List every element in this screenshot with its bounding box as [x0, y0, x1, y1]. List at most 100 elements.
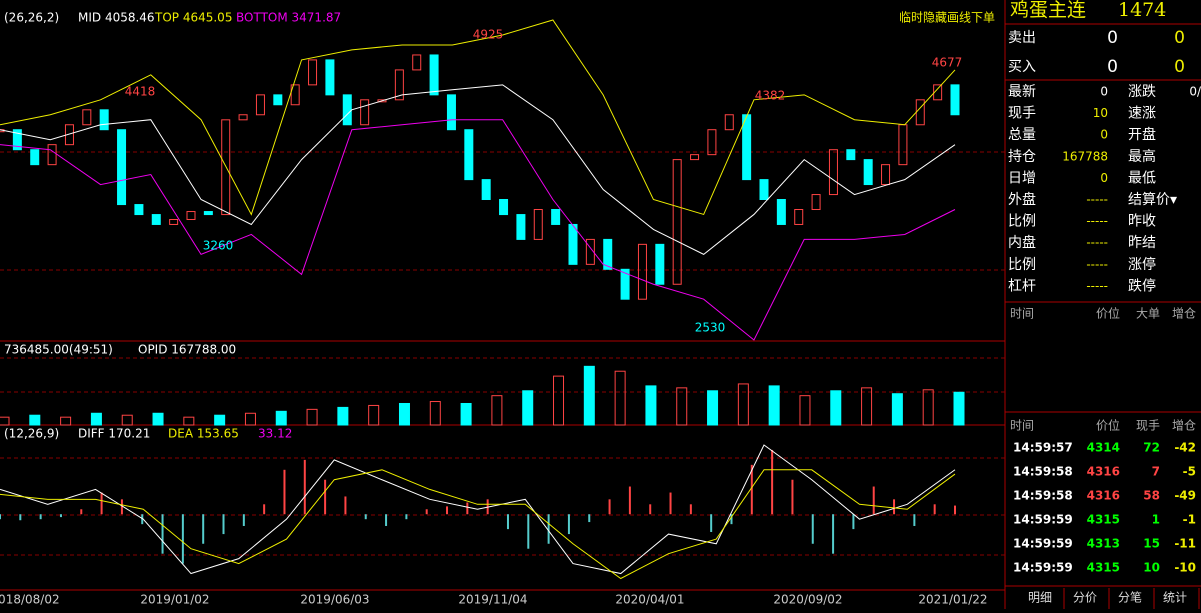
candle [203, 211, 213, 216]
volume-bar [614, 370, 626, 426]
tab[interactable]: 统计 [1163, 591, 1187, 605]
stat-value: 0/ [1189, 85, 1201, 99]
tab[interactable]: 明细 [1028, 591, 1052, 605]
tick-cell: -1 [1183, 513, 1196, 527]
stat-label: 涨停 [1128, 256, 1156, 273]
volume-bar [768, 385, 780, 426]
candle [134, 204, 144, 216]
macd-bar [263, 504, 266, 515]
list-header: 价位 [1096, 418, 1120, 433]
opid-label: OPID 167788.00 [138, 343, 236, 357]
macd-bar [893, 499, 896, 515]
candle [499, 199, 509, 216]
stat-label: 跌停 [1128, 277, 1156, 294]
book-volume: 0 [1174, 28, 1185, 48]
tick-cell: 14:59:59 [1013, 561, 1073, 575]
stat-label: 外盘 [1008, 191, 1036, 208]
macd-bar [141, 514, 144, 525]
candle [394, 69, 404, 101]
candle [99, 109, 109, 131]
tick-cell: 1 [1152, 513, 1160, 527]
stat-label: 昨收 [1128, 214, 1156, 230]
tick-cell: 14:59:58 [1013, 489, 1073, 503]
stat-label: 总量 [1008, 127, 1036, 143]
volume-bar [337, 406, 349, 426]
dea-label: DEA 153.65 [168, 427, 239, 441]
macd-bar [80, 509, 83, 515]
list-header: 现手 [1136, 419, 1160, 433]
volume-bar [799, 395, 811, 426]
stat-label: 结算价▾ [1128, 192, 1177, 208]
candle [481, 179, 491, 201]
diff-line [0, 444, 956, 575]
volume-bar [90, 412, 102, 426]
stat-value: ----- [1086, 236, 1108, 250]
candle [759, 179, 769, 201]
tick-cell: -11 [1174, 537, 1196, 551]
candle [568, 223, 578, 265]
candle [429, 54, 439, 96]
stat-label: 现手 [1008, 106, 1036, 122]
tick-cell: 14:59:59 [1013, 513, 1073, 527]
candle [169, 219, 179, 225]
list-header: 时间 [1010, 307, 1034, 321]
candle [811, 194, 821, 211]
volume-bar [891, 393, 903, 426]
bottom-band [0, 119, 956, 341]
macd-bar [202, 514, 205, 544]
tick-cell: 4315 [1087, 561, 1120, 575]
volume-bar [398, 402, 410, 426]
candle [585, 238, 595, 265]
macd-bar [628, 486, 631, 515]
volume-bar [368, 404, 380, 426]
stat-value: ----- [1086, 257, 1108, 271]
candle [464, 129, 474, 181]
macd-bar [954, 505, 956, 515]
tick-cell: 4314 [1087, 441, 1120, 455]
candle [551, 209, 561, 225]
draw-button[interactable]: 临时隐藏画线下单 [899, 11, 995, 25]
candle [325, 59, 335, 96]
tab[interactable]: 分笔 [1118, 590, 1142, 605]
stat-value: ----- [1086, 214, 1108, 228]
volume-bar [522, 390, 534, 426]
candle [412, 54, 422, 71]
bottom-label: BOTTOM 3471.87 [236, 11, 341, 25]
macd-bar [832, 514, 835, 554]
candle [620, 268, 630, 300]
candle [117, 129, 127, 206]
macd-bar [0, 514, 1, 520]
macd-bar [852, 514, 855, 530]
stat-label: 杠杆 [1008, 278, 1036, 294]
stat-value: ----- [1086, 193, 1108, 207]
macd-params: (12,26,9) [4, 427, 59, 441]
stat-value: 167788 [1062, 149, 1108, 163]
candle [742, 114, 752, 181]
tab[interactable]: 分价 [1073, 591, 1097, 605]
volume-bar [645, 385, 657, 426]
macd-bar [283, 469, 286, 515]
candle [47, 144, 57, 166]
volume-bar [460, 402, 472, 426]
macd-bar [933, 504, 936, 515]
price-annotation: 4677 [932, 55, 963, 69]
macd-bar [750, 464, 753, 515]
candle [881, 164, 891, 186]
list-header: 增仓 [1172, 307, 1196, 321]
macd-bar [405, 514, 408, 520]
indicator-params: (26,26,2) [4, 11, 59, 25]
stat-label: 开盘 [1128, 126, 1156, 143]
macd-bar [344, 496, 347, 515]
tick-cell: 14:59:59 [1013, 537, 1073, 551]
volume-bar [676, 387, 688, 426]
volume-bar [183, 416, 195, 426]
stat-value: 0 [1100, 128, 1108, 142]
book-label: 买入 [1008, 59, 1036, 75]
book-price: 0 [1107, 28, 1118, 48]
candle [863, 159, 873, 186]
macd-bar [527, 514, 530, 549]
candle [221, 119, 231, 216]
